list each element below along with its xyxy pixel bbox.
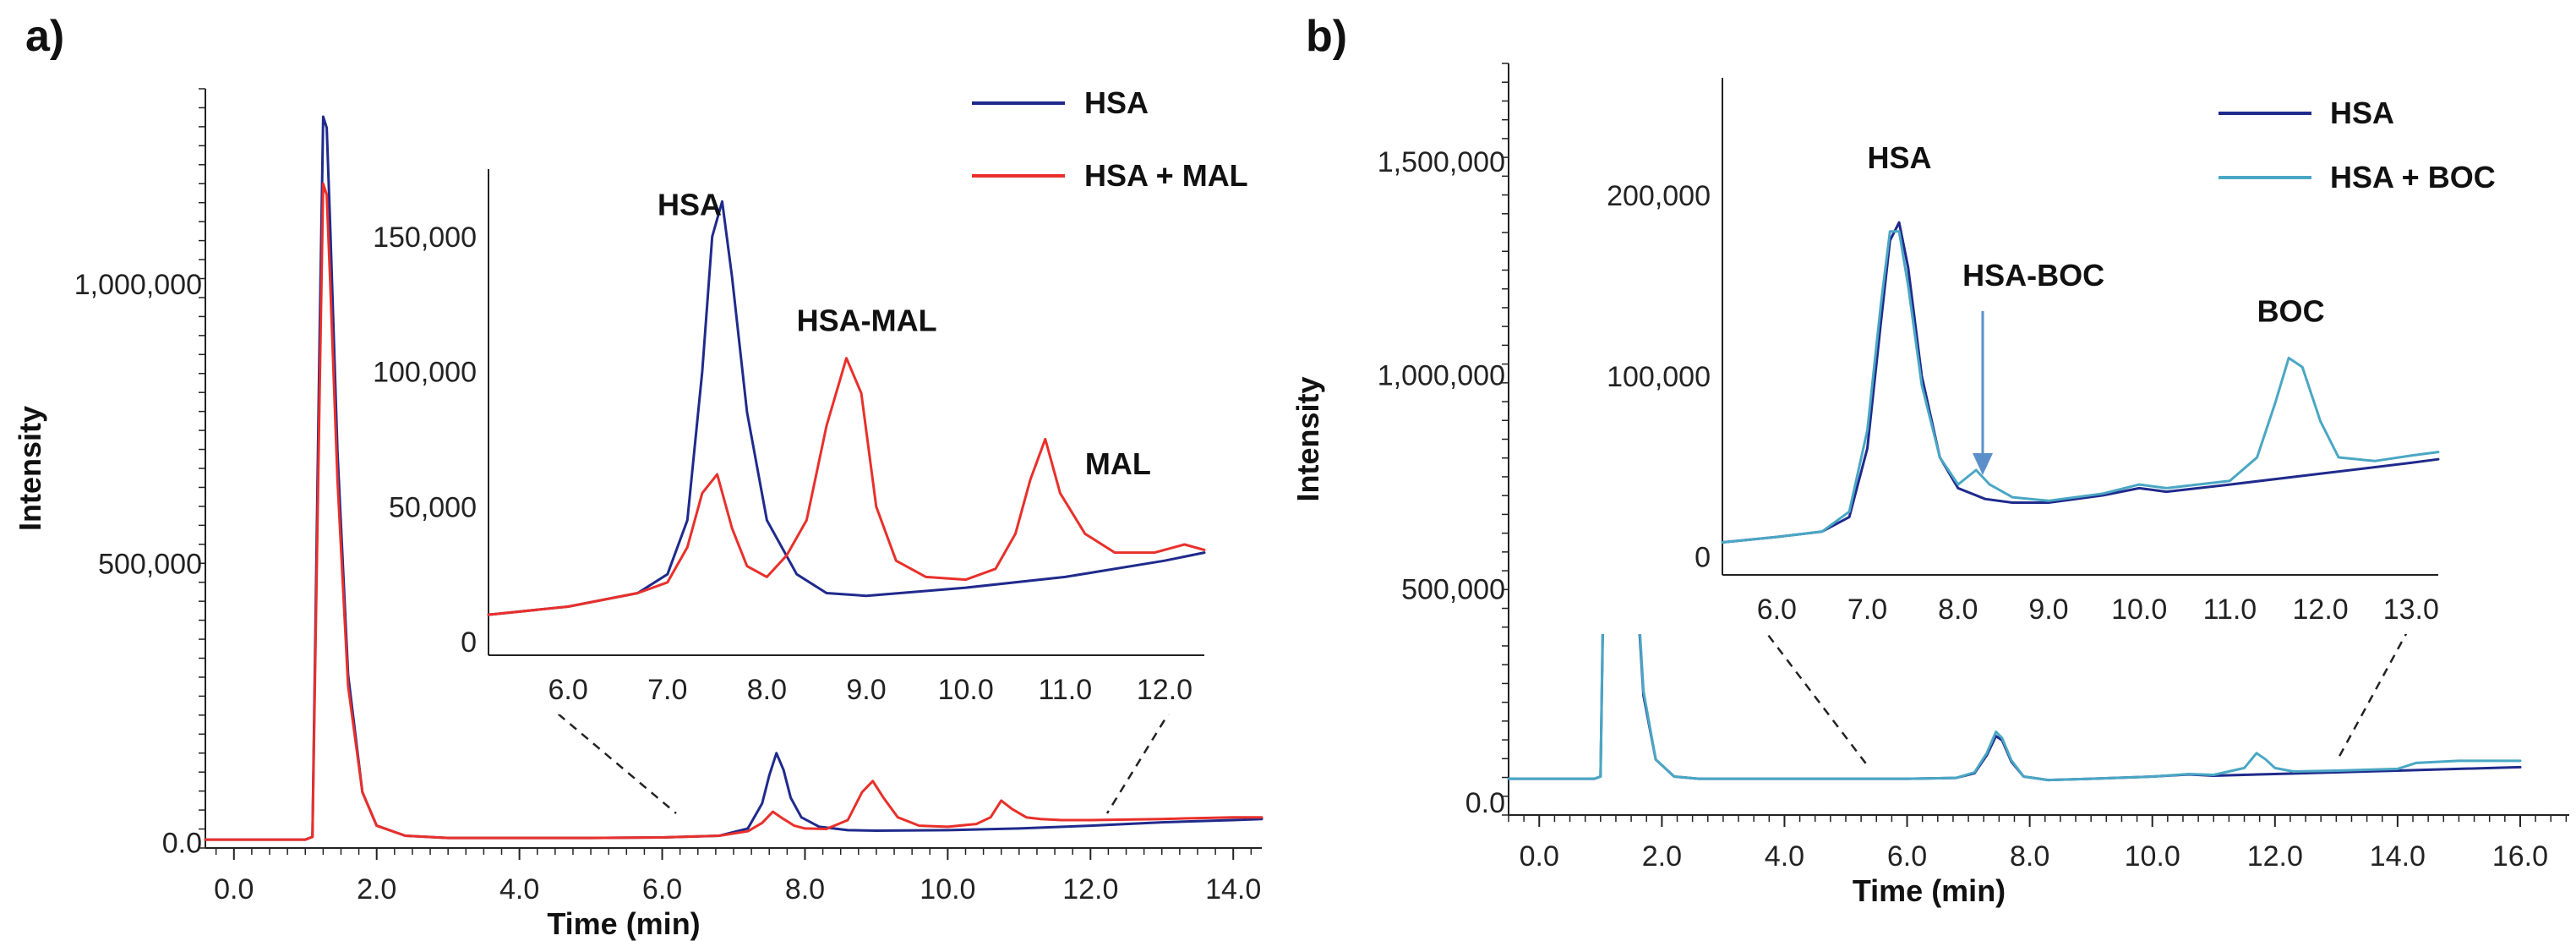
a-main-x-tick-label: 10.0 (920, 873, 975, 905)
b-inset-annotation-boc: BOC (2257, 294, 2325, 329)
a-main-x-tick-label: 8.0 (785, 873, 825, 905)
a-inset-x-tick-label: 10.0 (938, 674, 994, 706)
a-main-x-tick-label: 14.0 (1205, 873, 1261, 905)
hsa-boc-arrow-icon (1973, 311, 1993, 475)
a-inset-annotation-mal: MAL (1085, 446, 1151, 481)
a-inset-y-tick-label: 50,000 (389, 491, 477, 523)
a-inset-annotation-hsa-mal: HSA-MAL (797, 304, 937, 338)
a-inset-y-tick-label: 150,000 (373, 222, 477, 254)
panel-b-legend: HSA HSA + BOC (2219, 96, 2496, 194)
a-inset-x-tick-label: 11.0 (1038, 674, 1092, 706)
b-inset-x-tick-label: 7.0 (1847, 594, 1887, 626)
a-inset-x-tick-label: 7.0 (647, 674, 687, 706)
panel-a-label: a) (25, 12, 64, 61)
a-inset-y-tick-label: 0 (461, 626, 477, 659)
b-main-x-tick-label: 6.0 (1887, 840, 1927, 873)
a-main-x-tick-label: 6.0 (642, 873, 682, 905)
panel-a-main-plot: 0.0 2.0 4.0 6.0 8.0 10.0 12.0 14.0 0.0 500,000 1,0… (13, 88, 1263, 941)
b-inset-x-tick-label: 8.0 (1938, 594, 1978, 626)
a-inset-x-tick-label: 9.0 (846, 674, 886, 706)
b-inset-x-tick-label: 9.0 (2028, 594, 2068, 626)
a-inset-x-tick-label: 6.0 (548, 674, 587, 706)
legend-label-hsa-mal: HSA + MAL (1084, 158, 1248, 193)
b-inset-x-tick-label: 6.0 (1757, 594, 1797, 626)
b-main-y-axis-title: Intensity (1291, 376, 1325, 501)
b-inset-x-tick-label: 12.0 (2293, 594, 2349, 626)
b-main-x-tick-label: 16.0 (2492, 840, 2548, 873)
b-main-x-tick-label: 12.0 (2247, 840, 2303, 873)
panel-b-zoom-line-left (1722, 574, 1869, 767)
a-inset-annotation-hsa: HSA (658, 187, 722, 222)
b-main-x-tick-label: 0.0 (1520, 840, 1559, 873)
panel-b-label: b) (1306, 12, 1347, 61)
b-inset-y-tick-label: 200,000 (1607, 180, 1711, 212)
b-main-y-tick-label: 500,000 (1401, 573, 1505, 605)
a-main-x-tick-label: 0.0 (214, 873, 254, 905)
a-main-y-tick-label: 1,000,000 (74, 269, 202, 301)
b-inset-x-tick-label: 10.0 (2111, 594, 2167, 626)
panel-a-inset-plot: 6.0 7.0 8.0 9.0 10.0 11.0 12.0 0 50,000 100,000 15… (362, 161, 1213, 714)
b-inset-series-hsa-boc (1721, 230, 2440, 544)
a-main-series-hsa-mal (204, 182, 1263, 841)
b-inset-y-tick-label: 0 (1695, 542, 1711, 574)
legend-label-hsa: HSA (2330, 96, 2394, 130)
a-main-y-tick-label: 500,000 (98, 548, 202, 580)
a-inset-x-tick-label: 8.0 (747, 674, 787, 706)
b-inset-annotation-hsa-boc: HSA-BOC (1962, 258, 2104, 293)
panel-a-legend: HSA HSA + MAL (972, 85, 1248, 193)
a-main-x-axis-title: Time (min) (547, 906, 700, 941)
legend-label-hsa: HSA (1084, 85, 1149, 120)
b-main-x-tick-label: 10.0 (2125, 840, 2180, 873)
a-inset-series-hsa (487, 200, 1206, 616)
panel-a-zoom-line-left (488, 654, 677, 814)
a-inset-x-tick-label: 12.0 (1137, 674, 1192, 706)
b-main-x-tick-label: 14.0 (2370, 840, 2426, 873)
a-inset-background (362, 161, 1213, 714)
b-inset-annotation-hsa: HSA (1868, 140, 1932, 175)
b-main-x-tick-label: 4.0 (1765, 840, 1804, 873)
b-main-y-tick-label: 1,000,000 (1378, 360, 1505, 392)
b-inset-y-tick-label: 100,000 (1607, 361, 1711, 393)
legend-label-hsa-boc: HSA + BOC (2330, 160, 2496, 194)
a-main-x-tick-label: 12.0 (1062, 873, 1118, 905)
b-main-y-tick-label: 1,500,000 (1378, 146, 1505, 178)
a-main-y-axis-title: Intensity (13, 406, 47, 531)
b-main-x-axis-title: Time (min) (1853, 873, 2006, 908)
a-inset-series-hsa-mal (487, 357, 1206, 616)
b-inset-x-tick-label: 13.0 (2383, 594, 2439, 626)
a-inset-y-tick-label: 100,000 (373, 357, 477, 389)
b-main-x-tick-label: 2.0 (1642, 840, 1682, 873)
panel-b-inset-plot: 6.0 7.0 8.0 9.0 10.0 11.0 12.0 13.0 0 100,000 200,… (1596, 69, 2447, 634)
a-main-x-tick-label: 2.0 (357, 873, 396, 905)
a-main-y-tick-label: 0.0 (162, 827, 202, 859)
a-main-x-tick-label: 4.0 (499, 873, 539, 905)
b-inset-background (1596, 69, 2447, 634)
b-inset-x-tick-label: 11.0 (2203, 594, 2257, 626)
b-main-y-tick-label: 0.0 (1465, 787, 1505, 819)
b-main-x-tick-label: 8.0 (2010, 840, 2049, 873)
